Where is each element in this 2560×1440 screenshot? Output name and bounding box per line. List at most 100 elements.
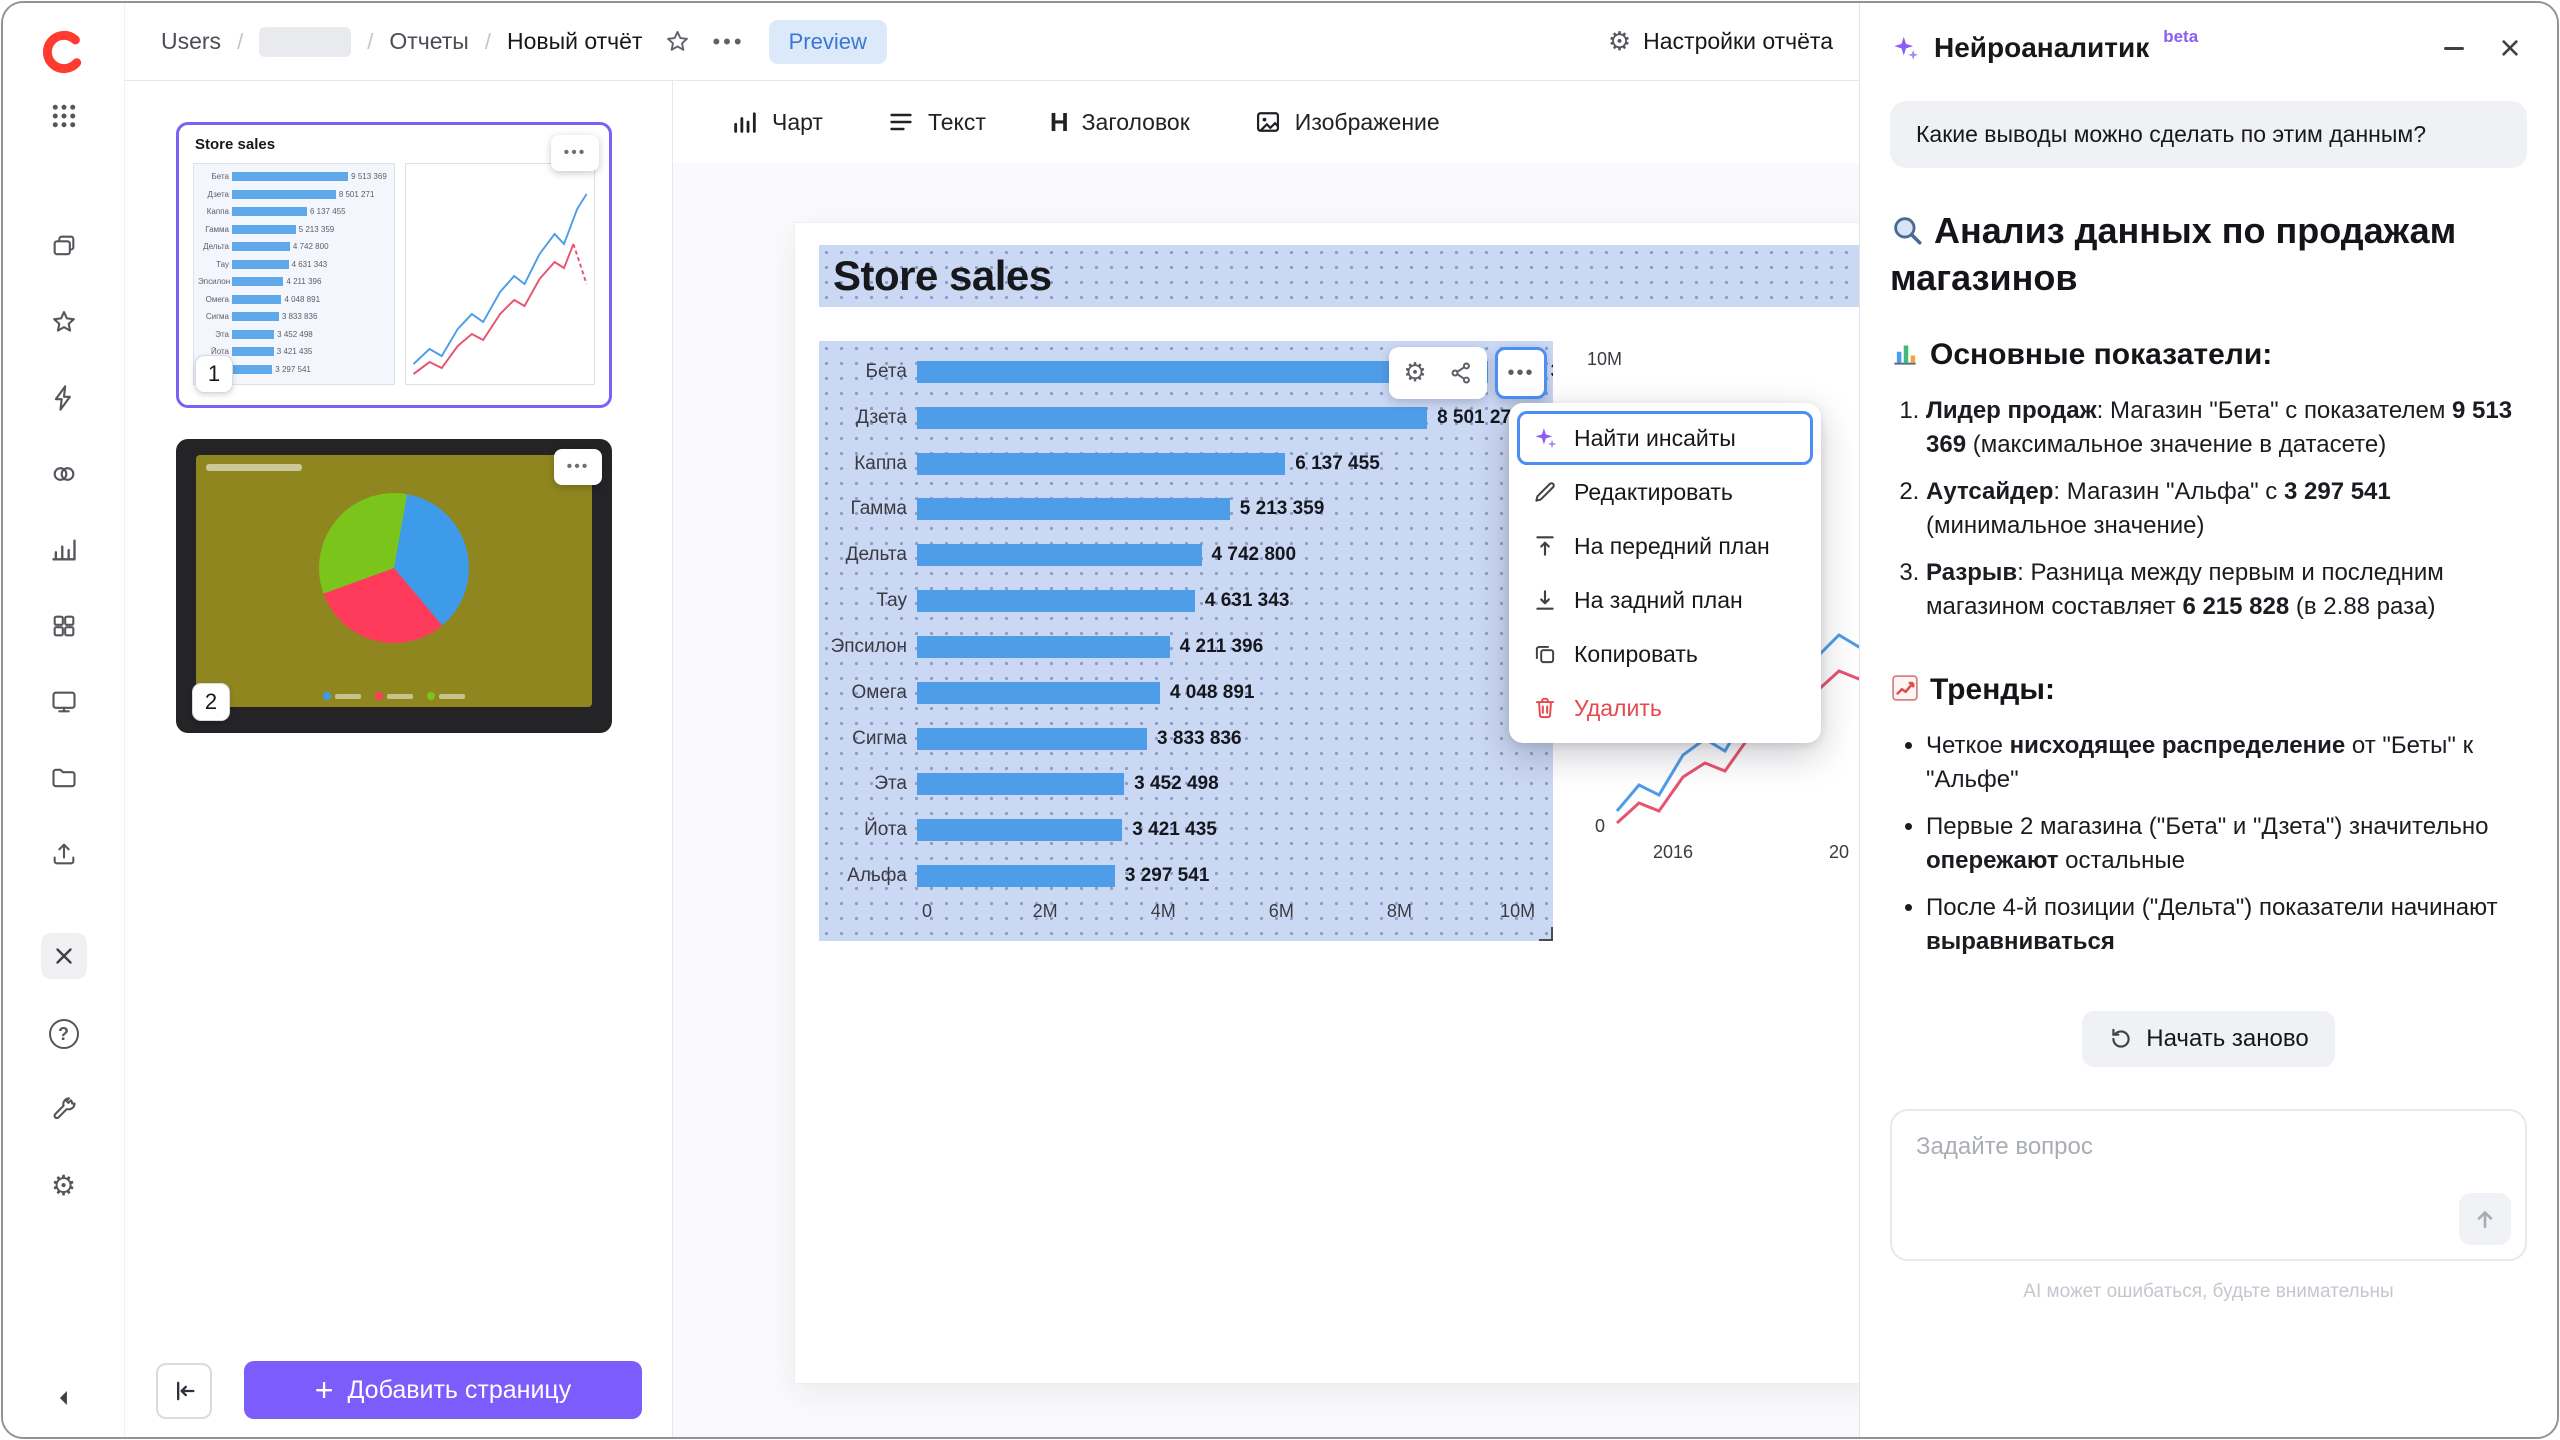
bar-category-label: Гамма bbox=[850, 498, 907, 520]
x-tick: 10M bbox=[1500, 901, 1536, 921]
grid-icon[interactable] bbox=[41, 603, 87, 649]
apps-grid-glyph bbox=[52, 104, 75, 128]
bar-row: Эпсилон 4 211 396 bbox=[829, 634, 1553, 660]
minimize-icon[interactable] bbox=[2433, 27, 2475, 69]
mini-bar-row: Дзета 8 501 271 bbox=[207, 189, 375, 199]
bar-category-label: Йота bbox=[864, 819, 907, 841]
preview-button[interactable]: Preview bbox=[768, 19, 887, 64]
breadcrumb-reports[interactable]: Отчеты bbox=[389, 28, 469, 54]
bar-value-label: 4 048 891 bbox=[1169, 681, 1255, 703]
dashboards-icon[interactable] bbox=[41, 679, 87, 725]
bar[interactable] bbox=[917, 864, 1115, 887]
bar-track: 3 421 435 bbox=[917, 819, 1553, 842]
relations-icon[interactable] bbox=[41, 451, 87, 497]
ai-disclaimer: AI может ошибаться, будьте внимательны bbox=[2023, 1280, 2394, 1302]
close-panel-icon[interactable] bbox=[40, 933, 87, 979]
bar-row: Дзета 8 501 271 bbox=[829, 405, 1553, 431]
header-more-icon[interactable]: ••• bbox=[712, 28, 745, 54]
back-triangle-glyph bbox=[59, 1391, 67, 1405]
insert-heading-button[interactable]: H Заголовок bbox=[1050, 109, 1190, 136]
page-thumbnail-1[interactable]: Store sales Бета 9 513 369 Дзета 8 501 271 К… bbox=[176, 122, 612, 408]
trend-item: Четкое нисходящее распределение от "Беты… bbox=[1926, 729, 2527, 797]
folder-icon[interactable] bbox=[41, 755, 87, 801]
x-axis-label: 20 bbox=[1829, 842, 1850, 862]
bar[interactable] bbox=[917, 681, 1160, 704]
send-button[interactable] bbox=[2459, 1192, 2511, 1245]
menu-item-find-insights[interactable]: Найти инсайты bbox=[1517, 411, 1813, 465]
bar[interactable] bbox=[917, 590, 1195, 613]
widget-settings-icon[interactable]: ⚙ bbox=[1392, 350, 1438, 396]
tools-icon[interactable] bbox=[41, 1087, 87, 1133]
add-page-button[interactable]: + Добавить страницу bbox=[244, 1361, 642, 1419]
insights-sparkle-icon bbox=[1535, 428, 1557, 449]
bar[interactable] bbox=[917, 727, 1148, 750]
favorites-icon[interactable] bbox=[41, 299, 87, 345]
report-settings-button[interactable]: ⚙ Настройки отчёта bbox=[1608, 28, 1839, 55]
collections-icon[interactable] bbox=[41, 223, 87, 269]
page-1-more-icon[interactable]: ••• bbox=[551, 135, 599, 171]
help-icon[interactable]: ? bbox=[41, 1011, 87, 1057]
page-thumbnail-2[interactable]: ••• 2 bbox=[176, 439, 612, 733]
chart-title-widget[interactable]: Store sales bbox=[819, 245, 1859, 307]
bar-category-label: Эта bbox=[874, 773, 907, 795]
bar-category-label: Бета bbox=[865, 361, 907, 382]
bar[interactable] bbox=[917, 635, 1170, 658]
bar-category-label: Каппа bbox=[854, 452, 907, 474]
resize-handle[interactable] bbox=[1539, 927, 1553, 941]
bar[interactable] bbox=[917, 819, 1123, 842]
mini-bar-row: Дельта 4 742 800 bbox=[203, 242, 329, 252]
mini-bar-row: Эпсилон 4 211 396 bbox=[198, 277, 322, 287]
widget-controls: ⚙ ••• bbox=[1389, 347, 1547, 399]
bar-row: Каппа 6 137 455 bbox=[829, 451, 1553, 477]
menu-item-label: Редактировать bbox=[1574, 478, 1733, 505]
bar[interactable] bbox=[917, 773, 1125, 796]
menu-item-bring-to-front[interactable]: На передний план bbox=[1517, 519, 1813, 573]
menu-item-copy[interactable]: Копировать bbox=[1517, 627, 1813, 681]
menu-item-delete[interactable]: Удалить bbox=[1517, 681, 1813, 735]
restart-button[interactable]: Начать заново bbox=[2082, 1010, 2335, 1067]
upload-icon[interactable] bbox=[41, 831, 87, 877]
widget-relations-icon[interactable] bbox=[1438, 350, 1484, 396]
image-icon bbox=[1256, 112, 1279, 132]
mini-bar-row: Тау 4 631 343 bbox=[216, 259, 328, 269]
bar[interactable] bbox=[917, 498, 1230, 521]
bar[interactable] bbox=[917, 406, 1428, 429]
menu-item-edit[interactable]: Редактировать bbox=[1517, 465, 1813, 519]
add-page-label: Добавить страницу bbox=[347, 1375, 572, 1404]
breadcrumb-users[interactable]: Users bbox=[161, 28, 222, 54]
mini-bar-row: Каппа 6 137 455 bbox=[206, 207, 346, 217]
pie-chart-thumbnail bbox=[196, 455, 592, 707]
close-icon[interactable]: × bbox=[2489, 27, 2531, 69]
favorite-star-icon[interactable] bbox=[658, 23, 696, 61]
metric-item: Разрыв: Разница между первым и последним… bbox=[1926, 556, 2527, 624]
flash-icon[interactable] bbox=[41, 375, 87, 421]
bar[interactable] bbox=[917, 544, 1202, 567]
question-input[interactable] bbox=[1892, 1110, 2435, 1259]
charts-icon[interactable] bbox=[41, 527, 87, 573]
bar-track: 4 631 343 bbox=[917, 590, 1553, 613]
page-2-more-icon[interactable]: ••• bbox=[554, 449, 602, 485]
menu-item-send-to-back[interactable]: На задний план bbox=[1517, 573, 1813, 627]
datalens-logo[interactable] bbox=[41, 29, 87, 75]
metric-item: Лидер продаж: Магазин "Бета" с показател… bbox=[1926, 394, 2527, 462]
main-area: Чарт Текст H Заголовок bbox=[673, 81, 1859, 1437]
insert-image-button[interactable]: Изображение bbox=[1254, 108, 1440, 136]
insert-chart-button[interactable]: Чарт bbox=[731, 108, 823, 136]
x-tick: 0 bbox=[921, 901, 933, 921]
breadcrumb-redacted[interactable] bbox=[259, 26, 352, 57]
collapse-icon[interactable] bbox=[41, 1375, 87, 1421]
widget-more-icon[interactable]: ••• bbox=[1495, 347, 1547, 399]
insert-text-button[interactable]: Текст bbox=[887, 108, 986, 136]
bar[interactable] bbox=[917, 361, 1488, 383]
bar[interactable] bbox=[917, 452, 1286, 475]
settings-icon[interactable]: ⚙ bbox=[41, 1163, 87, 1209]
apps-grid-icon[interactable] bbox=[41, 93, 87, 139]
y-axis-bottom-label: 0 bbox=[1595, 816, 1606, 836]
tool-label: Изображение bbox=[1294, 108, 1440, 135]
collapse-pages-panel-button[interactable] bbox=[156, 1363, 212, 1419]
analysis-heading: Анализ данных по продажам магазинов bbox=[1890, 210, 2457, 298]
x-axis: 0 2M 4M 6M 8M 10M bbox=[922, 901, 1553, 925]
